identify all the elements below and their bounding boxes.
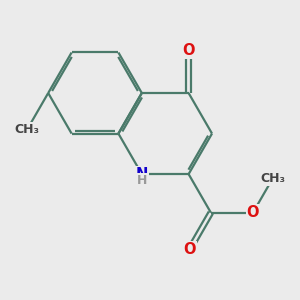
Text: O: O xyxy=(247,205,259,220)
Text: CH₃: CH₃ xyxy=(260,172,285,185)
Text: CH₃: CH₃ xyxy=(15,123,40,136)
Text: O: O xyxy=(184,242,196,256)
Text: H: H xyxy=(136,174,147,187)
Text: N: N xyxy=(136,167,148,182)
Text: O: O xyxy=(182,44,195,59)
